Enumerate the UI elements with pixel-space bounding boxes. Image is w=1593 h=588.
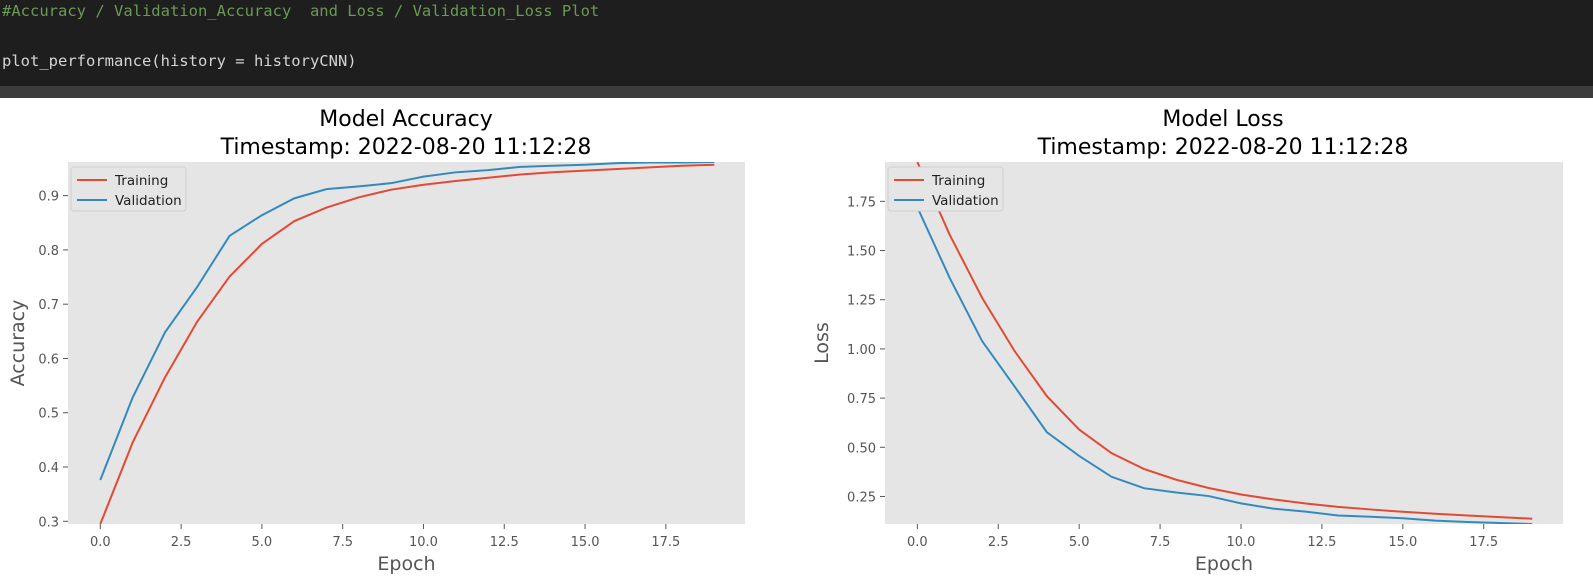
accuracy-y-axis-label: Accuracy [7,300,29,387]
accuracy-y-tick-label: 0.6 [38,352,59,367]
accuracy-chart-title: Model Accuracy [319,107,493,132]
loss-y-tick-label: 0.25 [847,490,876,505]
code-comment-line: #Accuracy / Validation_Accuracy and Loss… [2,2,600,20]
loss-y-tick-label: 1.75 [847,195,876,210]
accuracy-x-tick-label: 7.5 [332,535,353,550]
loss-plot-area [885,162,1563,524]
loss-x-tick-label: 5.0 [1069,535,1090,550]
loss-x-tick-label: 0.0 [907,535,928,550]
code-call-line: plot_performance(history = historyCNN) [2,52,357,70]
accuracy-chart: Model Accuracy Timestamp: 2022-08-20 11:1… [7,107,745,575]
accuracy-y-tick-label: 0.3 [38,515,59,530]
loss-legend-label-training: Training [931,173,985,189]
loss-chart-title: Model Loss [1162,107,1283,132]
accuracy-y-tick-label: 0.7 [38,298,59,313]
loss-x-axis-label: Epoch [1195,553,1253,575]
loss-x-tick-label: 15.0 [1388,535,1417,550]
accuracy-legend: Training Validation [70,166,187,212]
loss-x-tick-label: 2.5 [988,535,1009,550]
accuracy-x-tick-label: 0.0 [90,535,111,550]
loss-chart-subtitle: Timestamp: 2022-08-20 11:12:28 [1037,135,1409,160]
loss-series-line-training [916,162,1533,520]
accuracy-y-tick-label: 0.9 [38,190,59,205]
accuracy-x-axis-label: Epoch [377,553,435,575]
accuracy-x-tick-label: 17.5 [651,535,680,550]
accuracy-x-tick-label: 10.0 [409,535,438,550]
accuracy-plot-area [68,162,745,524]
accuracy-y-tick-label: 0.4 [38,461,59,476]
accuracy-x-tick-label: 15.0 [571,535,600,550]
code-cell[interactable]: #Accuracy / Validation_Accuracy and Loss… [0,0,1593,86]
loss-legend-label-validation: Validation [932,193,999,209]
loss-y-tick-label: 1.50 [847,245,876,260]
accuracy-legend-label-validation: Validation [115,193,182,209]
accuracy-x-tick-label: 12.5 [490,535,519,550]
loss-x-tick-label: 12.5 [1307,535,1336,550]
loss-y-tick-label: 0.75 [847,392,876,407]
loss-x-tick-label: 10.0 [1227,535,1256,550]
loss-series-line-validation [916,206,1533,524]
loss-y-tick-label: 0.50 [847,441,876,456]
accuracy-chart-subtitle: Timestamp: 2022-08-20 11:12:28 [220,135,592,160]
accuracy-series-line-training [99,163,715,524]
loss-legend: Training Validation [887,166,1004,212]
accuracy-series-line-validation [99,162,715,481]
accuracy-legend-label-training: Training [114,173,168,189]
accuracy-x-tick-label: 5.0 [252,535,273,550]
accuracy-y-tick-label: 0.5 [38,407,59,422]
cell-divider [0,86,1593,98]
loss-chart: Model Loss Timestamp: 2022-08-20 11:12:28… [811,107,1563,575]
loss-y-tick-label: 1.00 [847,343,876,358]
loss-y-tick-label: 1.25 [847,294,876,309]
loss-x-tick-label: 17.5 [1469,535,1498,550]
accuracy-y-tick-label: 0.8 [38,244,59,259]
loss-x-tick-label: 7.5 [1150,535,1171,550]
accuracy-x-tick-label: 2.5 [171,535,192,550]
loss-y-axis-label: Loss [811,322,833,364]
